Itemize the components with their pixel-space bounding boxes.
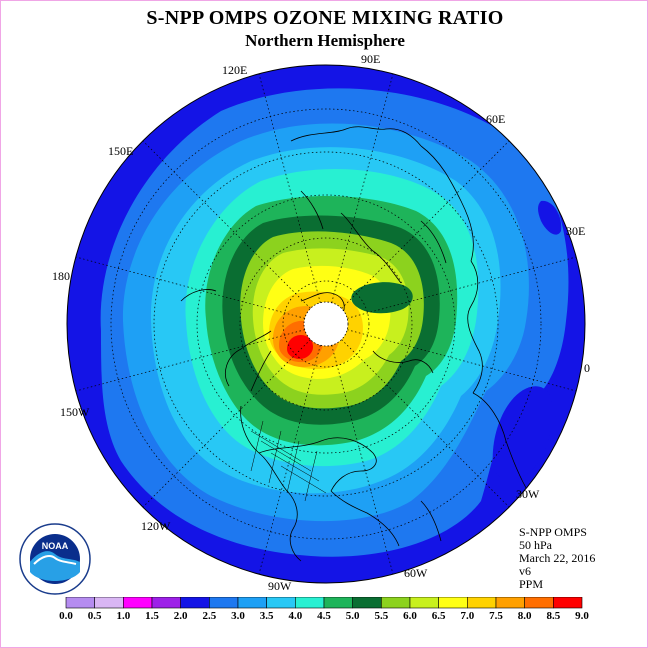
meridian-line xyxy=(331,345,394,575)
lon-label-180: 180 xyxy=(52,269,70,283)
lon-label-120e: 120E xyxy=(222,63,248,77)
meridian-line xyxy=(75,256,305,319)
colorbar-tick-label: 1.0 xyxy=(116,610,131,622)
colorbar-tick-label: 8.0 xyxy=(517,610,532,622)
colorbar-tick-label: 2.5 xyxy=(202,610,217,622)
info-version: v6 xyxy=(519,564,531,578)
colorbar-tick-label: 3.0 xyxy=(231,610,245,622)
meridian-line xyxy=(142,339,311,508)
info-block: S-NPP OMPS 50 hPa March 22, 2016 v6 PPM xyxy=(519,526,595,591)
low-pocket-europe xyxy=(351,282,413,314)
page-title: S-NPP OMPS OZONE MIXING RATIO xyxy=(146,7,504,29)
meridian-line xyxy=(341,339,510,508)
colorbar-swatch xyxy=(209,597,239,609)
us-state-borders xyxy=(250,420,327,502)
colorbar-tick-label: 4.0 xyxy=(288,610,303,622)
colorbar-tick-label: 0.5 xyxy=(87,610,102,622)
meridian-line xyxy=(347,256,577,319)
colorbar xyxy=(65,597,583,609)
colorbar-tick-label: 2.0 xyxy=(173,610,188,622)
colorbar-swatch xyxy=(94,597,124,609)
colorbar-swatch xyxy=(237,597,267,609)
colorbar-tick-label: 7.5 xyxy=(489,610,503,622)
meridian-line xyxy=(258,345,321,575)
map-border xyxy=(66,64,586,584)
colorbar-swatch xyxy=(467,597,497,609)
info-level: 50 hPa xyxy=(519,538,552,552)
colorbar-swatch xyxy=(323,597,353,609)
meridian-line xyxy=(347,329,577,392)
colorbar-swatch xyxy=(352,597,382,609)
colorbar-tick-label: 5.0 xyxy=(345,610,360,622)
colorbar-tick-label: 0.0 xyxy=(59,610,73,622)
colorbar-tick-label: 8.5 xyxy=(546,610,561,622)
asia-low-region xyxy=(538,200,562,235)
lon-label-90e: 90E xyxy=(361,52,381,66)
meridian-line xyxy=(142,140,311,309)
lon-label-90w: 90W xyxy=(268,579,292,593)
lon-label-0: 0 xyxy=(584,361,590,375)
colorbar-tick-label: 7.0 xyxy=(460,610,475,622)
info-units: PPM xyxy=(519,577,544,591)
lon-label-60w: 60W xyxy=(404,566,428,580)
lon-label-120w: 120W xyxy=(141,519,171,533)
meridian-lines xyxy=(75,73,577,575)
colorbar-swatch xyxy=(495,597,525,609)
meridian-line xyxy=(331,73,394,303)
lon-label-30e: 30E xyxy=(566,224,586,238)
colorbar-tick-label: 1.5 xyxy=(145,610,159,622)
noaa-logo: NOAA xyxy=(19,523,91,595)
colorbar-swatch xyxy=(524,597,554,609)
colorbar-swatch xyxy=(295,597,325,609)
colorbar-swatch xyxy=(409,597,439,609)
contour-8-5 xyxy=(287,335,313,359)
coastlines xyxy=(180,126,532,562)
colorbar-swatch xyxy=(266,597,296,609)
info-date: March 22, 2016 xyxy=(519,551,596,565)
colorbar-tick-label: 6.5 xyxy=(431,610,446,622)
colorbar-swatch xyxy=(65,597,95,609)
colorbar-tick-label: 5.5 xyxy=(374,610,389,622)
lon-label-60e: 60E xyxy=(486,112,506,126)
polar-no-data-cap xyxy=(303,301,349,347)
meridian-line xyxy=(341,140,510,309)
colorbar-tick-label: 4.5 xyxy=(317,610,331,622)
atlantic-low-region xyxy=(492,386,553,481)
colorbar-swatch xyxy=(438,597,468,609)
noaa-logo-text: NOAA xyxy=(42,541,69,551)
meridian-line xyxy=(75,329,305,392)
ozone-field xyxy=(67,65,585,583)
lon-label-150e: 150E xyxy=(108,144,134,158)
colorbar-tick-label: 6.0 xyxy=(403,610,417,622)
colorbar-swatch xyxy=(553,597,583,609)
colorbar-swatch xyxy=(180,597,210,609)
lon-label-30w: 30W xyxy=(516,487,540,501)
colorbar-tick-label: 9.0 xyxy=(575,610,589,622)
meridian-line xyxy=(258,73,321,303)
info-instrument: S-NPP OMPS xyxy=(519,525,587,539)
colorbar-tick-label: 3.5 xyxy=(259,610,274,622)
latitude-circles xyxy=(110,108,542,540)
lon-label-150w: 150W xyxy=(60,405,90,419)
page-subtitle: Northern Hemisphere xyxy=(245,31,405,50)
colorbar-swatch xyxy=(123,597,153,609)
colorbar-swatch xyxy=(381,597,411,609)
colorbar-swatch xyxy=(151,597,181,609)
